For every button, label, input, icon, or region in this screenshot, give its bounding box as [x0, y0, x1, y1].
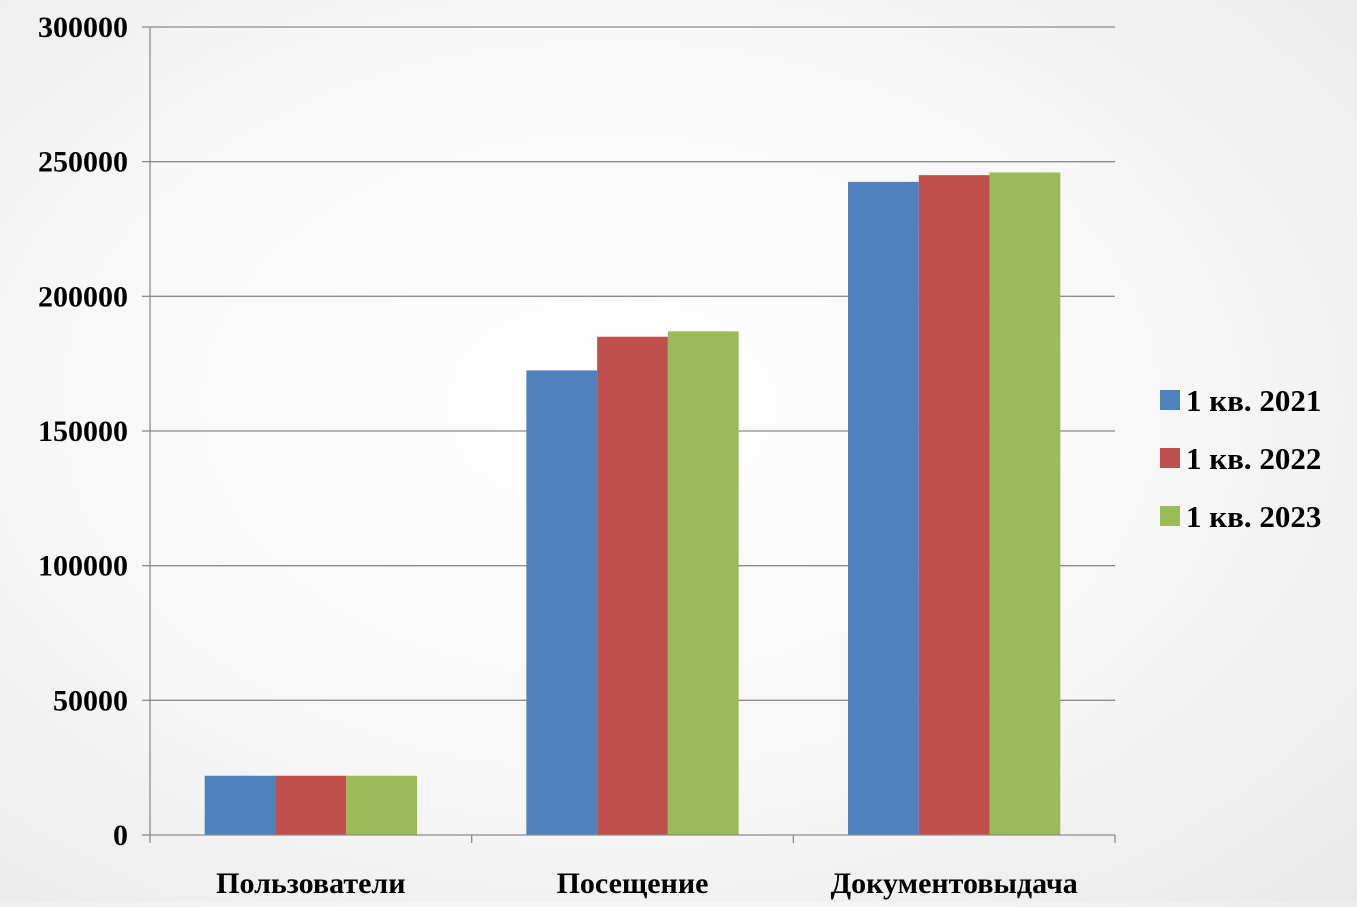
bar [597, 336, 668, 835]
legend-item: 1 кв. 2021 [1160, 383, 1321, 418]
y-tick-label: 100000 [38, 550, 128, 583]
legend-label: 1 кв. 2022 [1186, 441, 1321, 476]
x-category-labels: Пользователи Посещение Документовыдача [216, 867, 1078, 900]
legend-swatch [1160, 506, 1180, 526]
bar [667, 331, 739, 835]
y-tick-label: 250000 [38, 146, 128, 179]
axes [142, 26, 1116, 843]
legend-label: 1 кв. 2021 [1186, 383, 1321, 418]
y-tick-label: 150000 [38, 415, 128, 448]
legend-label: 1 кв. 2023 [1186, 499, 1321, 534]
bar [848, 181, 919, 835]
bar [275, 775, 347, 835]
y-tick-label: 300000 [38, 11, 128, 44]
legend-item: 1 кв. 2023 [1160, 499, 1321, 534]
x-category-label: Пользователи [216, 867, 405, 900]
legend-swatch [1160, 448, 1180, 468]
x-category-label: Посещение [557, 867, 709, 900]
legend-swatch [1160, 390, 1180, 410]
y-tick-labels: 0 50000 100000 150000 200000 250000 300000 [38, 11, 128, 852]
bar [989, 172, 1061, 835]
y-tick-label: 50000 [53, 684, 128, 717]
y-tick-label: 0 [113, 819, 128, 852]
bars [204, 172, 1061, 836]
legend: 1 кв. 2021 1 кв. 2022 1 кв. 2023 [1160, 383, 1321, 534]
bar [346, 775, 417, 835]
bar [204, 775, 276, 835]
x-category-label: Документовыдача [831, 867, 1078, 900]
legend-item: 1 кв. 2022 [1160, 441, 1321, 476]
y-tick-label: 200000 [38, 280, 128, 313]
bar [918, 175, 990, 836]
bar [526, 370, 598, 835]
